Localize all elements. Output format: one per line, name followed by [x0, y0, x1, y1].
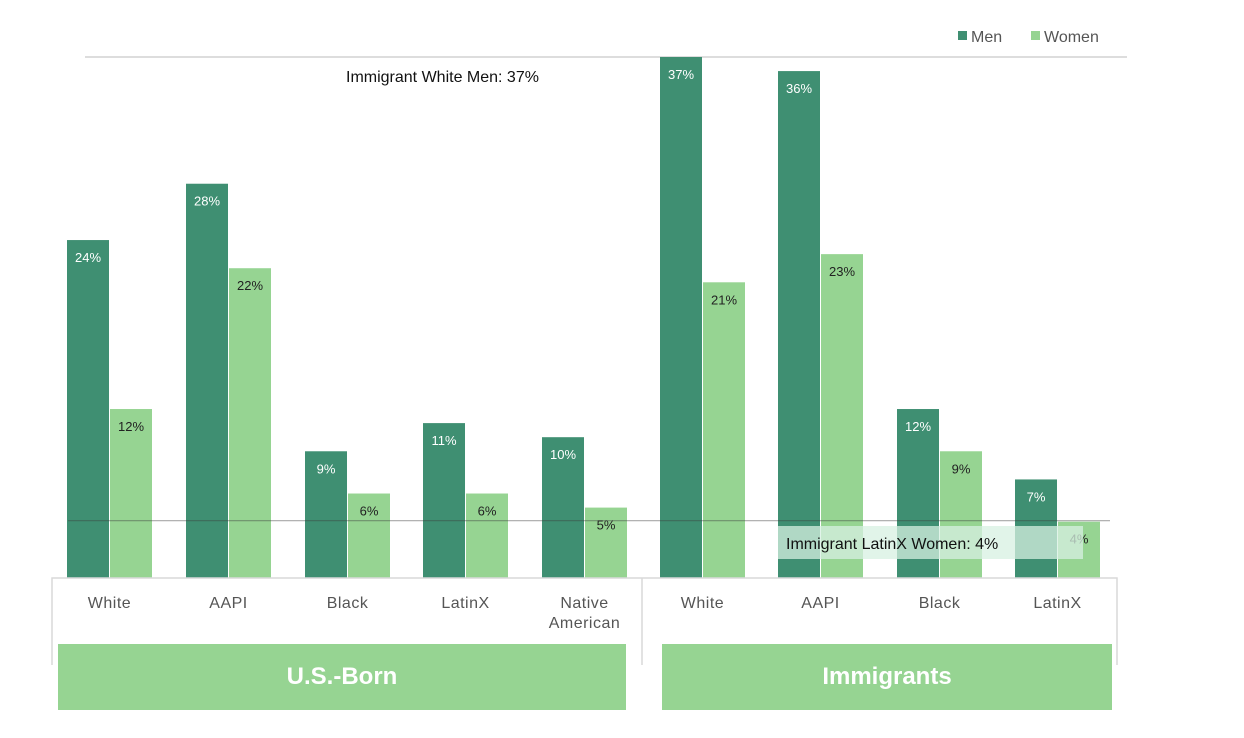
- bar-men-3: [423, 423, 465, 578]
- tick-label-3: LatinX: [441, 595, 489, 612]
- tick-label-2: Black: [327, 595, 369, 612]
- data-label-women-5: 21%: [711, 292, 737, 307]
- tick-label-4: Native: [560, 595, 608, 612]
- data-label-men-0: 24%: [75, 250, 101, 265]
- bar-men-0: [67, 240, 109, 578]
- bar-women-6: [821, 254, 863, 578]
- bar-women-2: [348, 493, 390, 578]
- bar-men-5: [660, 57, 702, 578]
- annotation-bottom: Immigrant LatinX Women: 4%: [786, 536, 998, 553]
- group-label-immigrants: Immigrants: [662, 644, 1112, 710]
- bar-women-0: [110, 409, 152, 578]
- data-label-women-1: 22%: [237, 278, 263, 293]
- group-label-us-born: U.S.-Born: [58, 644, 626, 710]
- annotation-top: Immigrant White Men: 37%: [346, 69, 539, 86]
- category-axis: [51, 577, 1118, 665]
- tick-label-7: Black: [919, 595, 961, 612]
- bar-women-1: [229, 268, 271, 578]
- data-label-women-3: 6%: [478, 504, 497, 519]
- bar-women-4: [585, 507, 627, 578]
- data-label-men-5: 37%: [668, 67, 694, 82]
- tick-label-1: AAPI: [209, 595, 247, 612]
- data-label-men-6: 36%: [786, 81, 812, 96]
- tick-label-8: LatinX: [1033, 595, 1081, 612]
- data-label-women-4: 5%: [597, 518, 616, 533]
- tick-label-6: AAPI: [801, 595, 839, 612]
- bar-men-6: [778, 71, 820, 578]
- tick-label-0: White: [88, 595, 131, 612]
- data-label-men-4: 10%: [550, 447, 576, 462]
- data-label-women-7: 9%: [952, 461, 971, 476]
- bar-men-4: [542, 437, 584, 578]
- legend-label-men: Men: [971, 29, 1002, 46]
- data-label-men-8: 7%: [1027, 489, 1046, 504]
- data-label-women-2: 6%: [360, 504, 379, 519]
- data-label-women-6: 23%: [829, 264, 855, 279]
- bar-women-5: [703, 282, 745, 578]
- annotation-box: [778, 526, 1083, 559]
- data-label-women-0: 12%: [118, 419, 144, 434]
- data-label-men-3: 11%: [431, 433, 456, 448]
- bar-men-2: [305, 451, 347, 578]
- data-label-men-7: 12%: [905, 419, 931, 434]
- legend-swatch-women: [1031, 31, 1040, 40]
- legend-label-women: Women: [1044, 29, 1099, 46]
- data-label-men-1: 28%: [194, 194, 220, 209]
- tick-label-5: White: [681, 595, 724, 612]
- bar-men-1: [186, 183, 228, 578]
- data-label-men-2: 9%: [317, 461, 336, 476]
- tick-label-4: American: [549, 615, 621, 632]
- legend-swatch-men: [958, 31, 967, 40]
- bar-women-3: [466, 493, 508, 578]
